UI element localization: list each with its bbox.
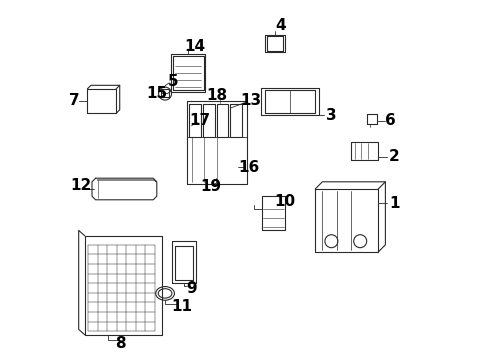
Text: 9: 9 xyxy=(186,281,197,296)
Text: 11: 11 xyxy=(172,299,193,314)
Text: 6: 6 xyxy=(386,113,396,128)
Text: 10: 10 xyxy=(274,194,295,209)
Text: 7: 7 xyxy=(69,93,79,108)
Text: 18: 18 xyxy=(206,88,227,103)
Text: 3: 3 xyxy=(326,108,337,123)
Text: 4: 4 xyxy=(275,18,286,33)
Text: 19: 19 xyxy=(200,179,221,194)
Text: 15: 15 xyxy=(146,86,168,101)
Text: 12: 12 xyxy=(71,178,92,193)
Text: 16: 16 xyxy=(239,160,260,175)
Text: 13: 13 xyxy=(240,93,261,108)
Text: 2: 2 xyxy=(388,149,399,164)
Text: 17: 17 xyxy=(190,113,211,128)
Text: 14: 14 xyxy=(185,39,206,54)
Text: 8: 8 xyxy=(116,336,126,351)
Text: 5: 5 xyxy=(168,73,178,89)
Text: 1: 1 xyxy=(389,196,400,211)
